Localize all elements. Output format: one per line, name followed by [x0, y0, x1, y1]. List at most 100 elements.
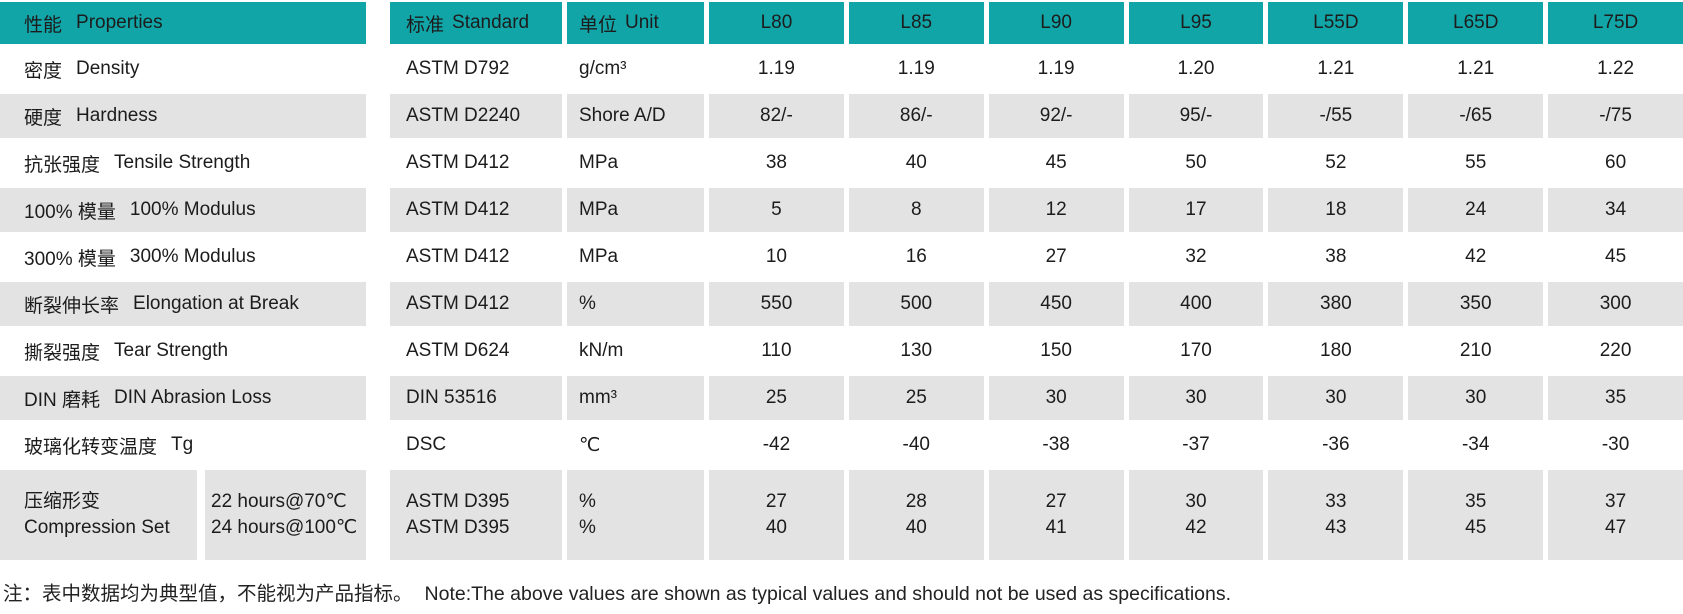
compression-name-cell: 压缩形变 Compression Set: [0, 470, 197, 560]
compression-value-line: 33: [1325, 491, 1347, 512]
standard-cell: ASTM D412: [390, 282, 562, 326]
property-cell: 断裂伸长率 Elongation at Break: [0, 282, 366, 326]
standard-header-zh: 标准: [406, 14, 445, 36]
value-cell: 12: [988, 188, 1124, 232]
table-header-row: 性能 Properties 标准 Standard 单位 Unit L80 L85…: [0, 2, 1683, 44]
property-cell: DIN 磨耗 DIN Abrasion Loss: [0, 376, 366, 420]
compression-value-line: 27: [765, 491, 787, 512]
compression-unit-cell: % %: [567, 470, 704, 560]
value-cell: 86/-: [848, 94, 984, 138]
table-row: 300% 模量 300% Modulus ASTM D412 MPa 10 16 2…: [0, 235, 1683, 279]
value-cell: 95/-: [1128, 94, 1264, 138]
compression-value-line: 40: [765, 517, 787, 538]
unit-cell: mm³: [567, 376, 704, 420]
value-cell: 82/-: [709, 94, 844, 138]
value-cell: 1.19: [897, 58, 935, 79]
compression-standard-2: ASTM D395: [406, 517, 510, 538]
property-name-zh: 300% 模量: [24, 248, 116, 270]
grade-header-cell: L75D: [1548, 2, 1683, 44]
standard-cell: ASTM D624: [406, 340, 510, 361]
compression-value-cell: 28 40: [848, 470, 984, 560]
property-name-en: 300% Modulus: [129, 246, 256, 267]
value-cell: 45: [1045, 152, 1067, 173]
compression-standard-cell: ASTM D395 ASTM D395: [390, 470, 562, 560]
property-name-zh: 撕裂强度: [24, 342, 101, 364]
value-cell: 45: [1605, 246, 1627, 267]
compression-value-line: 42: [1185, 517, 1207, 538]
value-cell: -30: [1601, 434, 1630, 455]
value-cell: 32: [1185, 246, 1207, 267]
footnote-en: Note:The above values are shown as typic…: [424, 583, 1232, 605]
compression-value-line: 30: [1185, 491, 1207, 512]
table-row: DIN 磨耗 DIN Abrasion Loss DIN 53516 mm³ 2…: [0, 376, 1683, 420]
value-cell: 55: [1465, 152, 1487, 173]
unit-header-en: Unit: [625, 12, 659, 33]
standard-cell: ASTM D792: [406, 58, 510, 79]
compression-conditions-cell: 22 hours@70℃ 24 hours@100℃: [205, 470, 366, 560]
table-body: 密度 Density ASTM D792 g/cm³ 1.19 1.19 1.19 1…: [0, 47, 1683, 467]
compression-property-cell: 压缩形变 Compression Set 22 hours@70℃ 24 hou…: [0, 470, 366, 560]
value-cell: 50: [1185, 152, 1207, 173]
unit-cell: MPa: [579, 246, 619, 267]
standard-cell: ASTM D412: [406, 152, 510, 173]
unit-cell: g/cm³: [579, 58, 627, 79]
value-cell: 30: [1128, 376, 1264, 420]
standard-cell: ASTM D2240: [390, 94, 562, 138]
compression-condition-2: 24 hours@100℃: [211, 517, 358, 538]
property-name-zh: 100% 模量: [24, 201, 116, 223]
value-cell: 1.19: [1037, 58, 1075, 79]
value-cell: 450: [988, 282, 1124, 326]
compression-value-line: 35: [1465, 491, 1487, 512]
compression-name-en: Compression Set: [24, 517, 170, 538]
table-row: 密度 Density ASTM D792 g/cm³ 1.19 1.19 1.19 1…: [0, 47, 1683, 91]
property-name-zh: 密度: [24, 60, 63, 82]
value-cell: -36: [1322, 434, 1350, 455]
value-cell: -42: [762, 434, 791, 455]
compression-unit-1: %: [579, 491, 596, 512]
value-cell: 42: [1465, 246, 1487, 267]
table-row: 断裂伸长率 Elongation at Break ASTM D412 % 55…: [0, 282, 1683, 326]
standard-cell: ASTM D412: [406, 246, 510, 267]
value-cell: 220: [1599, 340, 1632, 361]
unit-cell: MPa: [579, 152, 619, 173]
compression-value-cell: 37 47: [1548, 470, 1683, 560]
value-cell: 52: [1325, 152, 1347, 173]
property-cell: 300% 模量 300% Modulus: [0, 235, 366, 279]
footnote: 注：表中数据均为典型值，不能视为产品指标。 Note:The above val…: [0, 577, 1683, 606]
value-cell: 24: [1408, 188, 1544, 232]
value-cell: 10: [765, 246, 787, 267]
value-cell: 170: [1180, 340, 1212, 361]
property-cell: 密度 Density: [0, 47, 366, 91]
value-cell: 35: [1548, 376, 1683, 420]
property-name-en: Hardness: [76, 105, 158, 126]
value-cell: -/75: [1548, 94, 1683, 138]
value-cell: 180: [1320, 340, 1352, 361]
property-name-en: Density: [76, 58, 140, 79]
value-cell: 130: [900, 340, 933, 361]
unit-cell: Shore A/D: [567, 94, 704, 138]
compression-value-line: 37: [1605, 491, 1627, 512]
property-name-en: Tensile Strength: [114, 152, 251, 173]
unit-cell: %: [567, 282, 704, 326]
compression-name-zh: 压缩形变: [24, 491, 101, 512]
value-cell: 25: [848, 376, 984, 420]
property-cell: 玻璃化转变温度 Tg: [0, 423, 366, 467]
standard-cell: DIN 53516: [390, 376, 562, 420]
property-name-zh: 硬度: [24, 107, 63, 129]
property-name-zh: 抗张强度: [24, 154, 101, 176]
grade-header-cell: L65D: [1408, 2, 1544, 44]
compression-value-line: 40: [905, 517, 927, 538]
compression-value-cell: 27 41: [988, 470, 1124, 560]
value-cell: -40: [902, 434, 930, 455]
compression-value-line: 41: [1045, 517, 1067, 538]
value-cell: 25: [709, 376, 844, 420]
properties-header-zh: 性能: [24, 14, 63, 36]
value-cell: -/55: [1268, 94, 1404, 138]
property-name-en: Tg: [171, 434, 194, 455]
compression-value-line: 47: [1605, 517, 1627, 538]
value-cell: 110: [761, 340, 792, 361]
value-cell: 1.19: [757, 58, 795, 79]
value-cell: -34: [1461, 434, 1490, 455]
value-cell: 400: [1128, 282, 1264, 326]
table-row: 抗张强度 Tensile Strength ASTM D412 MPa 38 40…: [0, 141, 1683, 185]
